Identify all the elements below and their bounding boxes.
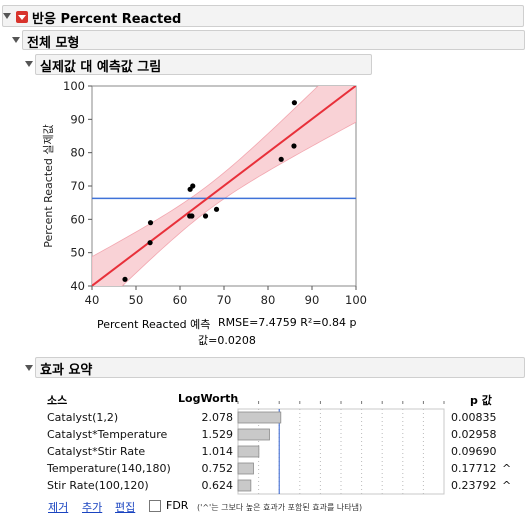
fdr-checkbox[interactable] [149, 500, 161, 512]
plot-title: 실제값 대 예측값 그림 [40, 60, 162, 75]
effects-table: Catalyst(1,2) 2.078 0.00835 Catalyst*Temper… [46, 401, 511, 495]
logworth-bar [237, 479, 252, 492]
add-button[interactable]: 추가 [82, 501, 103, 514]
fit-stats-line2: 값=0.0208 [198, 334, 256, 347]
x-tick-label: 100 [345, 293, 367, 307]
collapse-triangle-icon[interactable] [25, 61, 33, 67]
y-tick-label: 100 [63, 79, 85, 93]
data-point [147, 240, 153, 246]
effects-header: 효과 요약 [35, 357, 525, 378]
collapse-triangle-icon[interactable] [12, 37, 20, 43]
logworth-bar [237, 428, 270, 441]
effect-p-value: 0.09690 [451, 445, 497, 458]
data-point [291, 100, 297, 106]
col-source: 소스 [47, 394, 68, 407]
col-logworth: LogWorth [178, 392, 239, 405]
collapse-triangle-icon[interactable] [3, 13, 11, 19]
y-tick-label: 90 [70, 112, 85, 126]
effects-title: 효과 요약 [40, 363, 93, 378]
y-tick-label: 80 [70, 146, 85, 160]
y-tick-label: 60 [70, 212, 85, 226]
effect-logworth: 1.529 [202, 428, 234, 441]
data-point [213, 206, 220, 212]
effect-logworth: 0.624 [202, 479, 234, 492]
data-point [122, 276, 128, 282]
report-title: 반응 Percent Reacted [32, 12, 182, 27]
effect-logworth: 1.014 [202, 445, 234, 458]
effect-p-value: 0.17712 [451, 462, 497, 475]
logworth-bar [237, 462, 254, 475]
y-tick-label: 50 [70, 246, 85, 260]
effect-p-value: 0.00835 [451, 411, 497, 424]
logworth-bar [237, 411, 282, 424]
report-header: 반응 Percent Reacted [2, 5, 524, 27]
x-tick-label: 60 [173, 293, 188, 307]
effect-source: Temperature(140,180) [46, 462, 171, 475]
effect-source: Catalyst(1,2) [47, 411, 118, 424]
model-title: 전체 모형 [27, 36, 80, 51]
data-point [202, 213, 209, 219]
collapse-triangle-icon[interactable] [25, 365, 33, 371]
chevron-down-icon [18, 15, 26, 20]
effect-caret-mark: ^ [502, 462, 511, 475]
fit-stats-line1: RMSE=7.4759 R²=0.84 p [218, 316, 357, 329]
x-tick-label: 80 [261, 293, 276, 307]
effect-source: Catalyst*Stir Rate [47, 445, 145, 458]
effect-p-value: 0.02958 [451, 428, 497, 441]
model-header: 전체 모형 [22, 30, 525, 51]
red-menu-button[interactable] [16, 11, 28, 23]
actual-vs-predicted-chart: 40 50 60 70 80 90 100 40 50 60 70 80 90 100 Percent R… [42, 79, 367, 307]
data-point [147, 220, 154, 226]
effect-logworth: 0.752 [202, 462, 234, 475]
data-point [278, 156, 284, 162]
y-tick-label: 40 [70, 279, 85, 293]
x-tick-label: 40 [85, 293, 100, 307]
footnote: ('^'는 그보다 높은 효과가 포함된 효과를 나타냄) [197, 503, 363, 512]
x-axis-label: Percent Reacted 예측 [97, 318, 211, 331]
x-tick-label: 50 [129, 293, 144, 307]
data-point [291, 143, 297, 149]
remove-button[interactable]: 제거 [48, 501, 69, 514]
plot-header: 실제값 대 예측값 그림 [35, 54, 372, 75]
effect-caret-mark: ^ [502, 479, 511, 492]
effect-source: Stir Rate(100,120) [47, 479, 149, 492]
edit-button[interactable]: 편집 [115, 501, 136, 514]
data-point [189, 213, 195, 219]
fit-line [92, 86, 356, 286]
y-axis-label: Percent Reacted 실제값 [42, 124, 55, 248]
col-p-value: p 값 [470, 394, 492, 407]
effect-source: Catalyst*Temperature [47, 428, 167, 441]
effect-logworth: 2.078 [202, 411, 234, 424]
logworth-bar [237, 445, 260, 458]
y-tick-label: 70 [70, 179, 85, 193]
fdr-label: FDR [166, 499, 189, 512]
data-point [190, 183, 196, 189]
effect-p-value: 0.23792 [451, 479, 497, 492]
x-tick-label: 90 [305, 293, 320, 307]
x-tick-label: 70 [217, 293, 232, 307]
